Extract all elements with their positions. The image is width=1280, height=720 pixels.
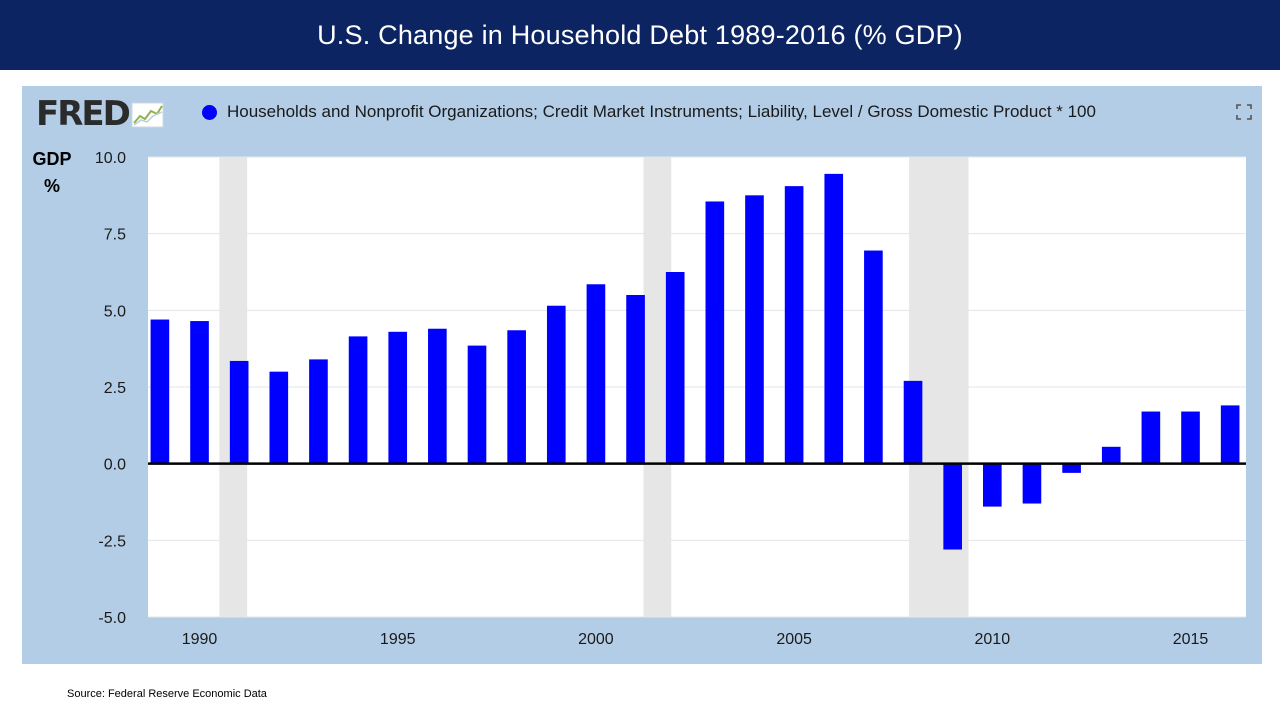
fred-logo[interactable]: FRED	[36, 96, 165, 132]
bar-chart: 10.0 7.5 5.0 2.5 0.0 -2.5 -5.0 1990 1995 2000 2005…	[95, 150, 1246, 648]
fred-logo-text: FRED	[36, 94, 131, 134]
y-axis-label: GDP %	[30, 146, 74, 200]
bar-2007	[864, 250, 883, 464]
y-tick-label-0: 10.0	[95, 150, 126, 167]
bar-1991	[229, 360, 249, 464]
y-tick-label-2: 5.0	[104, 303, 126, 320]
bar-1989	[150, 319, 170, 464]
chart-panel: FRED Households and Nonprofit Organizati…	[22, 86, 1262, 664]
bar-2003	[705, 201, 725, 464]
x-tick-label-4: 2010	[975, 631, 1011, 648]
bar-2013	[1101, 446, 1121, 464]
chart-legend: Households and Nonprofit Organizations; …	[202, 102, 1096, 122]
bar-1992	[269, 371, 289, 464]
x-tick-label-3: 2005	[776, 631, 812, 648]
bar-2005	[784, 186, 804, 464]
legend-series-marker	[202, 104, 217, 120]
bar-1995	[388, 331, 408, 464]
bar-2001	[626, 295, 645, 464]
y-axis-label-line1: GDP	[32, 149, 72, 169]
y-tick-label-4: 0.0	[104, 457, 126, 474]
bar-2015	[1181, 411, 1200, 464]
x-tick-label-2: 2000	[578, 631, 614, 648]
bar-2014	[1141, 411, 1161, 464]
slide-title: U.S. Change in Household Debt 1989-2016 …	[0, 0, 1280, 70]
bar-2000	[586, 284, 606, 464]
x-tick-label-1: 1995	[380, 631, 416, 648]
expand-icon[interactable]	[1236, 104, 1252, 120]
bar-2012	[1062, 463, 1081, 473]
bar-2016	[1220, 405, 1240, 464]
bar-1997	[467, 345, 487, 464]
y-tick-label-1: 7.5	[104, 227, 126, 244]
bar-1994	[348, 336, 368, 464]
bar-2009	[943, 463, 962, 550]
x-tick-label-5: 2015	[1173, 631, 1209, 648]
bar-2002	[665, 272, 685, 464]
y-axis-label-line2: %	[43, 176, 60, 196]
bar-1998	[507, 330, 526, 464]
bar-1999	[546, 305, 566, 464]
bar-2004	[745, 195, 764, 464]
bar-1993	[309, 359, 328, 464]
bar-1996	[428, 328, 447, 464]
bar-2010	[982, 463, 1002, 507]
bar-1990	[190, 321, 209, 464]
bar-2011	[1022, 463, 1042, 504]
legend-series-label: Households and Nonprofit Organizations; …	[227, 102, 1096, 121]
x-tick-label-0: 1990	[182, 631, 218, 648]
y-tick-label-5: -2.5	[98, 533, 126, 550]
y-tick-label-3: 2.5	[104, 380, 126, 397]
source-note: Source: Federal Reserve Economic Data	[67, 688, 267, 700]
trend-line-icon	[131, 102, 164, 128]
bar-2006	[824, 173, 844, 464]
y-tick-label-6: -5.0	[98, 610, 126, 627]
bar-2008	[903, 380, 923, 464]
